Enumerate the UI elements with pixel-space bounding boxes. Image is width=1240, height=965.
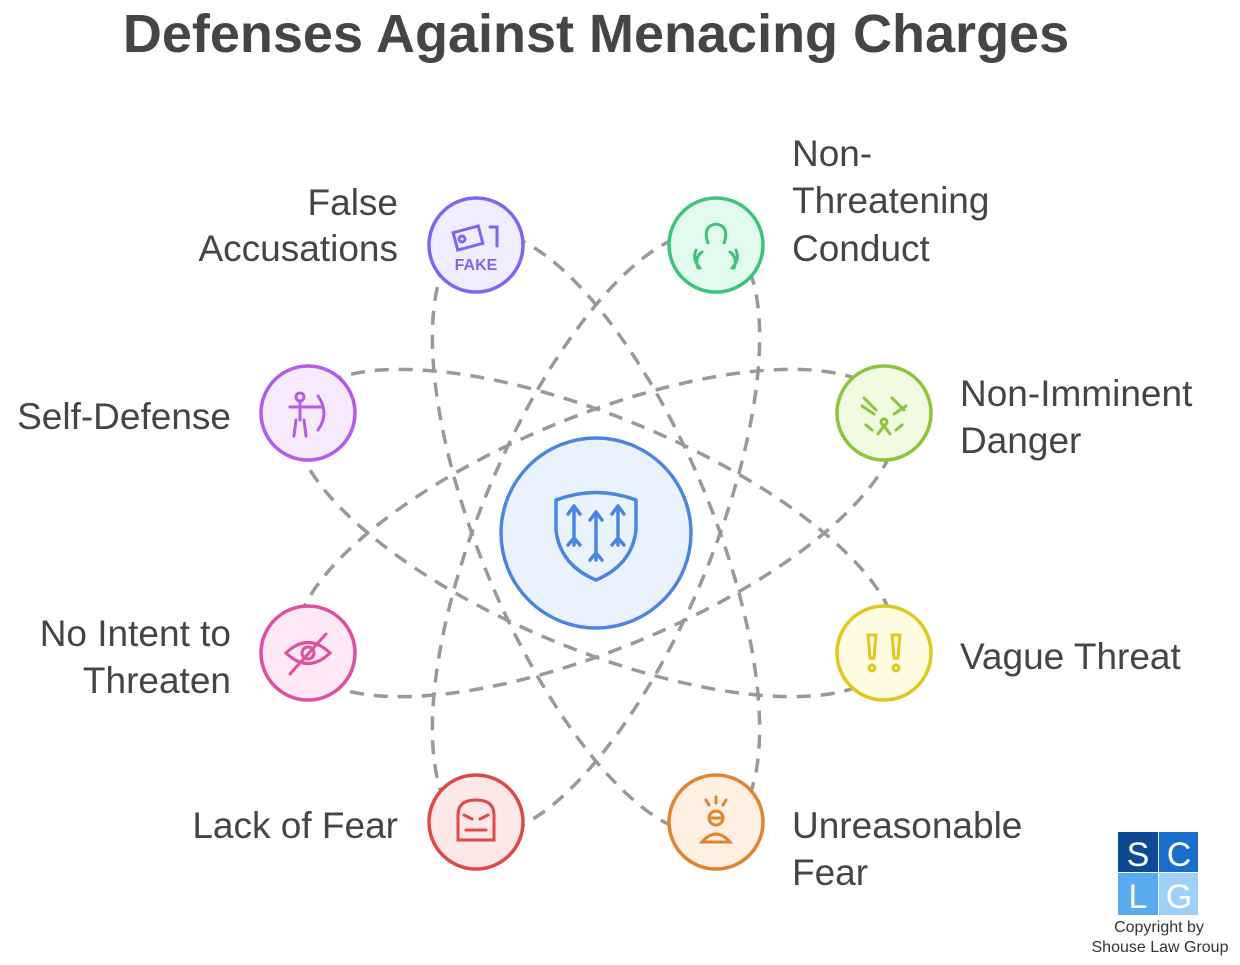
svg-text:FAKE: FAKE [455,257,498,274]
page-title: Defenses Against Menacing Charges [123,4,1069,64]
center-node [499,436,693,630]
label-false-accusations-line2: Accusations [199,228,399,269]
protected-person-icon [693,222,739,270]
copyright-line2: Shouse Law Group [1092,939,1229,956]
label-non-imminent-line1: Non-Imminent [960,373,1193,414]
shield-arrows-icon [554,490,638,582]
copyright-line1: Copyright by [1114,919,1204,936]
node-non-imminent-danger: Non-Imminent Danger [835,364,1193,462]
label-false-accusations-line1: False [308,182,398,223]
label-vague-threat: Vague Threat [960,636,1182,677]
stressed-person-icon [698,795,734,844]
label-no-intent-line2: Threaten [83,660,231,701]
angry-face-icon [456,798,496,842]
archer-icon [288,391,326,438]
logo-letter-c: C [1167,836,1192,874]
node-vague-threat: Vague Threat [835,604,1182,702]
node-self-defense: Self-Defense [17,364,357,462]
node-lack-of-fear: Lack of Fear [192,773,525,871]
double-exclamation-icon [866,633,902,673]
label-non-threatening-line1: Non- [792,133,872,174]
eye-off-icon [283,632,333,676]
label-no-intent-line1: No Intent to [40,613,231,654]
logo-letter-l: L [1129,878,1148,916]
label-self-defense: Self-Defense [17,396,231,437]
label-non-threatening-line2: Threatening [792,180,989,221]
distant-threat-icon [860,396,908,436]
fake-image-icon: FAKE [451,224,499,274]
sclg-logo: S C L G Copyright by Shouse Law Group [1092,832,1229,956]
label-unreasonable-line1: Unreasonable [792,805,1022,846]
label-lack-of-fear: Lack of Fear [192,805,398,846]
label-non-imminent-line2: Danger [960,420,1081,461]
node-no-intent: No Intent to Threaten [40,604,357,702]
node-unreasonable-fear: Unreasonable Fear [667,773,1022,893]
logo-letter-g: G [1166,878,1192,916]
label-non-threatening-line3: Conduct [792,228,931,269]
node-false-accusations: FAKE False Accusations [199,182,525,294]
label-unreasonable-line2: Fear [792,852,868,893]
logo-letter-s: S [1127,836,1150,874]
node-non-threatening-conduct: Non- Threatening Conduct [667,133,989,294]
